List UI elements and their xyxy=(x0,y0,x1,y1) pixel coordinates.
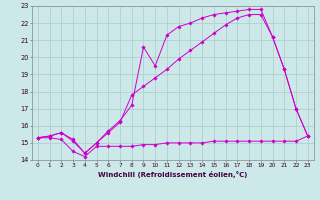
X-axis label: Windchill (Refroidissement éolien,°C): Windchill (Refroidissement éolien,°C) xyxy=(98,171,247,178)
